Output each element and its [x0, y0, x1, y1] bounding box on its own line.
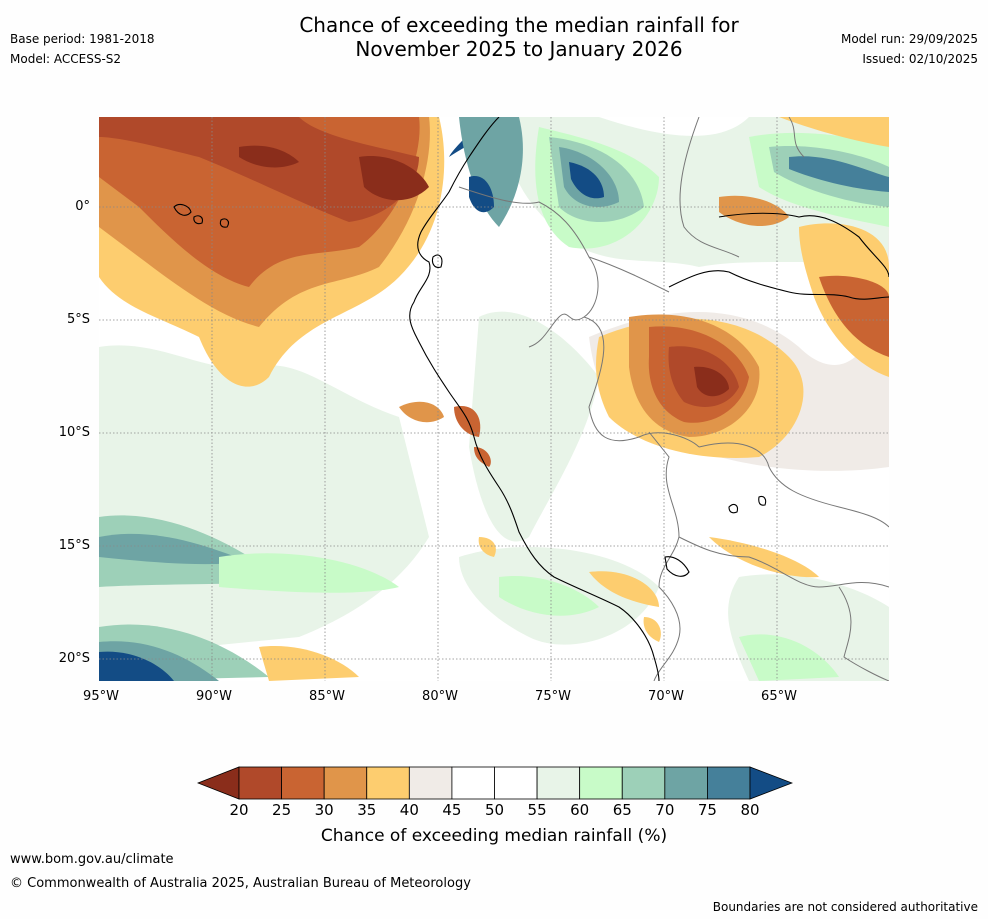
colorbar-segment [707, 766, 751, 800]
country-boundaries [458, 117, 889, 681]
lon-label-80w: 80°W [422, 689, 458, 704]
colorbar-extend-low [197, 766, 240, 800]
lon-label-75w: 75°W [535, 689, 571, 704]
colorbar-tick-label: 25 [272, 801, 292, 819]
lon-label-70w: 70°W [648, 689, 684, 704]
issued-text: Issued: 02/10/2025 [862, 52, 978, 66]
lat-label-15s: 15°S [58, 538, 90, 553]
colorbar-segment [621, 766, 666, 800]
lat-label-0: 0° [75, 199, 90, 214]
colorbar-segment [494, 766, 538, 800]
colorbar-tick-label: 70 [655, 801, 675, 819]
metadata-left: Base period: 1981-2018 Model: ACCESS-S2 [10, 32, 155, 72]
title-line-2: November 2025 to January 2026 [355, 37, 683, 61]
colorbar-segment [323, 766, 368, 800]
coastline [173, 117, 889, 681]
rainfall-map [99, 117, 889, 681]
footer-copyright: © Commonwealth of Australia 2025, Austra… [10, 876, 471, 891]
lat-label-5s: 5°S [66, 312, 90, 327]
colorbar-tick-label: 40 [399, 801, 419, 819]
colorbar-tick-label: 45 [442, 801, 462, 819]
colorbar [197, 766, 793, 800]
lat-label-10s: 10°S [58, 425, 90, 440]
base-period-text: Base period: 1981-2018 [10, 32, 155, 46]
lon-label-65w: 65°W [761, 689, 797, 704]
gridlines [99, 117, 889, 681]
map-canvas [99, 117, 889, 681]
model-run-text: Model run: 29/09/2025 [840, 32, 978, 46]
lat-label-20s: 20°S [58, 651, 90, 666]
lon-label-90w: 90°W [196, 689, 232, 704]
metadata-right: Model run: 29/09/2025 Issued: 02/10/2025 [841, 32, 978, 72]
colorbar-segment [664, 766, 708, 800]
probability-field [99, 117, 889, 681]
colorbar-tick-label: 55 [527, 801, 547, 819]
colorbar-segment [238, 766, 282, 800]
colorbar-tick-label: 65 [612, 801, 632, 819]
colorbar-segment [366, 766, 410, 800]
colorbar-tick-label: 35 [357, 801, 377, 819]
colorbar-segment [408, 766, 453, 800]
colorbar-extend-high [749, 766, 793, 800]
colorbar-segment [451, 766, 495, 800]
colorbar-segment [579, 766, 623, 800]
colorbar-label: Chance of exceeding median rainfall (%) [320, 826, 668, 846]
title-line-1: Chance of exceeding the median rainfall … [299, 13, 739, 37]
chart-title: Chance of exceeding the median rainfall … [194, 13, 844, 61]
colorbar-segment [536, 766, 581, 800]
colorbar-tick-label: 80 [740, 801, 760, 819]
footer-url: www.bom.gov.au/climate [10, 852, 174, 867]
model-text: Model: ACCESS-S2 [10, 52, 122, 66]
footer-note: Boundaries are not considered authoritat… [712, 900, 978, 914]
colorbar-tick-label: 75 [697, 801, 717, 819]
colorbar-tick-label: 60 [570, 801, 590, 819]
lon-label-85w: 85°W [309, 689, 345, 704]
colorbar-segment [281, 766, 325, 800]
colorbar-tick-label: 30 [314, 801, 334, 819]
lon-label-95w: 95°W [83, 689, 119, 704]
colorbar-tick-label: 50 [484, 801, 505, 819]
colorbar-tick-label: 20 [229, 801, 249, 819]
colorbar-segments [197, 766, 793, 800]
